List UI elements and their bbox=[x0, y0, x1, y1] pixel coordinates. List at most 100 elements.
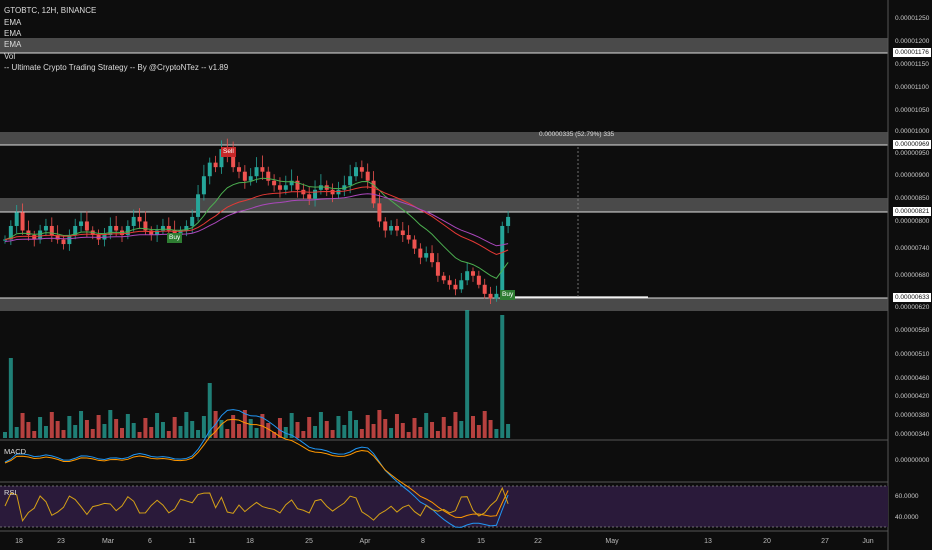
volume-bar bbox=[389, 428, 394, 438]
time-tick: 18 bbox=[246, 538, 254, 545]
volume-bar bbox=[459, 421, 464, 438]
price-tick: 0.00000420 bbox=[895, 393, 930, 400]
candle-body bbox=[26, 230, 31, 236]
volume-bar bbox=[26, 422, 31, 438]
candle-body bbox=[219, 149, 224, 168]
price-tick: 0.00000850 bbox=[895, 195, 930, 202]
candle-body bbox=[201, 176, 206, 195]
time-tick: 22 bbox=[534, 538, 542, 545]
zone-bottom bbox=[0, 298, 888, 311]
volume-bar bbox=[476, 425, 481, 438]
volume-bar bbox=[225, 429, 230, 438]
volume-bar bbox=[412, 418, 417, 438]
volume-bar bbox=[354, 420, 358, 438]
time-tick: 27 bbox=[821, 538, 829, 545]
volume-bar bbox=[32, 431, 37, 438]
candle-body bbox=[20, 212, 25, 231]
time-tick: Apr bbox=[359, 538, 371, 545]
ema-green-line bbox=[4, 177, 509, 279]
candle-body bbox=[441, 275, 446, 281]
candle-body bbox=[459, 280, 464, 290]
candle-body bbox=[289, 180, 294, 186]
candle-body bbox=[8, 225, 13, 240]
volume-bar bbox=[125, 414, 130, 438]
volume-bar bbox=[453, 412, 458, 438]
volume-bar bbox=[143, 418, 148, 438]
volume-bars bbox=[3, 310, 511, 438]
indicator-strategy[interactable]: -- Ultimate Crypto Trading Strategy -- B… bbox=[4, 63, 229, 72]
rsi-line bbox=[4, 486, 509, 522]
candle-body bbox=[248, 176, 253, 181]
time-tick: 18 bbox=[15, 538, 23, 545]
candle-body bbox=[348, 176, 353, 186]
candle-body bbox=[435, 262, 440, 276]
candle-body bbox=[260, 167, 265, 172]
candle-body bbox=[213, 162, 218, 168]
candle-body bbox=[383, 221, 388, 231]
volume-bar bbox=[488, 420, 493, 438]
candle-body bbox=[38, 230, 43, 240]
volume-bar bbox=[237, 424, 241, 438]
volume-bar bbox=[406, 432, 411, 438]
volume-bar bbox=[494, 429, 499, 438]
volume-bar bbox=[67, 416, 72, 438]
volume-bar bbox=[14, 427, 19, 438]
price-tick: 0.00001100 bbox=[895, 84, 929, 91]
volume-bar bbox=[178, 426, 183, 438]
volume-bar bbox=[114, 419, 119, 438]
indicator-ema-1[interactable]: EMA bbox=[4, 18, 22, 27]
price-tick: 0.00000510 bbox=[895, 351, 930, 358]
rsi-band bbox=[0, 486, 888, 527]
volume-bar bbox=[418, 427, 423, 438]
volume-bar bbox=[400, 423, 405, 438]
candle-body bbox=[155, 230, 160, 236]
volume-bar bbox=[441, 417, 446, 438]
candle-body bbox=[49, 225, 54, 236]
volume-bar bbox=[365, 415, 370, 438]
candle-body bbox=[178, 230, 183, 236]
candle-body bbox=[313, 189, 318, 199]
volume-bar bbox=[55, 421, 60, 438]
candle-body bbox=[359, 167, 364, 172]
volume-bar bbox=[196, 430, 201, 438]
candle-body bbox=[482, 284, 487, 294]
ema-purple-line bbox=[4, 193, 509, 247]
candle-body bbox=[424, 253, 429, 258]
volume-bar bbox=[61, 430, 66, 438]
volume-bar bbox=[254, 428, 259, 438]
candle-body bbox=[400, 230, 405, 236]
candle-body bbox=[184, 225, 189, 231]
price-tag-821: 0.00000821 bbox=[893, 207, 932, 216]
indicator-ema-2[interactable]: EMA bbox=[4, 29, 22, 38]
volume-bar bbox=[149, 427, 154, 438]
candle-body bbox=[295, 180, 300, 190]
candle-body bbox=[254, 167, 259, 177]
price-tick: 0.00000620 bbox=[895, 304, 930, 311]
volume-bar bbox=[90, 429, 95, 438]
volume-bar bbox=[43, 426, 48, 438]
time-tick: 13 bbox=[704, 538, 712, 545]
price-tick: 0.00001050 bbox=[895, 107, 930, 114]
candle-body bbox=[465, 271, 470, 281]
volume-bar bbox=[155, 413, 160, 438]
volume-bar bbox=[348, 411, 353, 438]
candle-body bbox=[79, 221, 84, 226]
volume-bar bbox=[500, 315, 505, 438]
sell-signal: Sell bbox=[221, 147, 236, 157]
candle-body bbox=[160, 225, 165, 231]
volume-bar bbox=[102, 424, 107, 438]
candle-body bbox=[137, 216, 142, 222]
price-tick: 0.00000800 bbox=[895, 218, 930, 225]
candle-body bbox=[237, 167, 241, 172]
indicator-vol[interactable]: Vol bbox=[4, 52, 16, 61]
volume-bar bbox=[79, 411, 84, 438]
volume-bar bbox=[266, 423, 271, 438]
price-tick: 0.00000380 bbox=[895, 412, 930, 419]
indicator-ema-3[interactable]: EMA bbox=[4, 40, 22, 49]
price-tag-1176: 0.00001176 bbox=[893, 48, 931, 57]
volume-bar bbox=[424, 413, 429, 438]
volume-bar bbox=[272, 432, 277, 438]
candle-body bbox=[108, 225, 113, 236]
volume-bar bbox=[137, 432, 142, 438]
